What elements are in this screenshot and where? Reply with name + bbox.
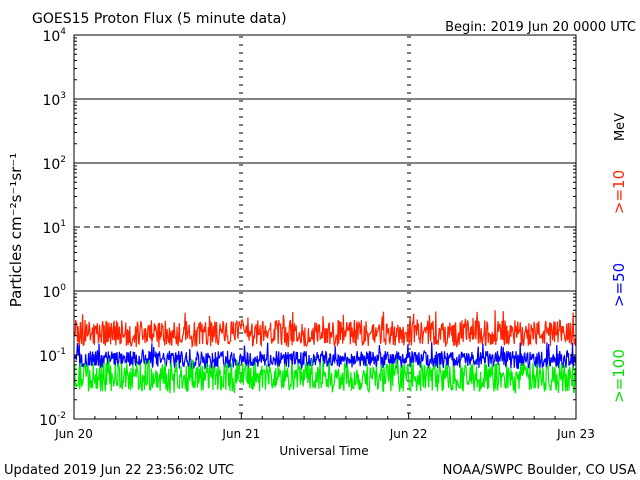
x-tick-label: Jun 23	[556, 427, 595, 441]
y-tick-label: 104	[42, 27, 66, 45]
y-tick-label: 10-1	[39, 347, 66, 365]
chart-title: GOES15 Proton Flux (5 minute data)	[32, 11, 287, 27]
day-separator	[239, 36, 243, 414]
x-tick-label: Jun 22	[389, 427, 428, 441]
source-credit: NOAA/SWPC Boulder, CO USA	[443, 463, 636, 478]
begin-time: Begin: 2019 Jun 20 0000 UTC	[445, 20, 636, 35]
series-line-ge50	[73, 342, 577, 370]
series-line-ge10	[73, 310, 577, 349]
y-axis-label: Particles cm⁻²s⁻¹sr⁻¹	[7, 153, 25, 307]
legend-ge50: >=50	[610, 263, 628, 307]
energy-unit: MeV	[613, 113, 628, 141]
y-tick-label: 10-2	[39, 411, 66, 429]
y-tick-label: 100	[42, 283, 66, 301]
series-line-ge100	[73, 358, 577, 394]
x-axis-label: Universal Time	[279, 444, 368, 458]
y-tick-label: 101	[42, 219, 66, 237]
plot-area: 10-2 10-1 100 101 102 103 104 Jun 20 Jun 21 Jun 2…	[39, 27, 595, 441]
y-tick-label: 102	[42, 155, 66, 173]
legend-ge100: >=100	[610, 349, 628, 403]
x-tick-label: Jun 21	[221, 427, 260, 441]
x-tick-label: Jun 20	[54, 427, 93, 441]
y-tick-label: 103	[42, 91, 66, 109]
legend-ge10: >=10	[610, 170, 628, 214]
updated-time: Updated 2019 Jun 22 23:56:02 UTC	[4, 463, 234, 478]
